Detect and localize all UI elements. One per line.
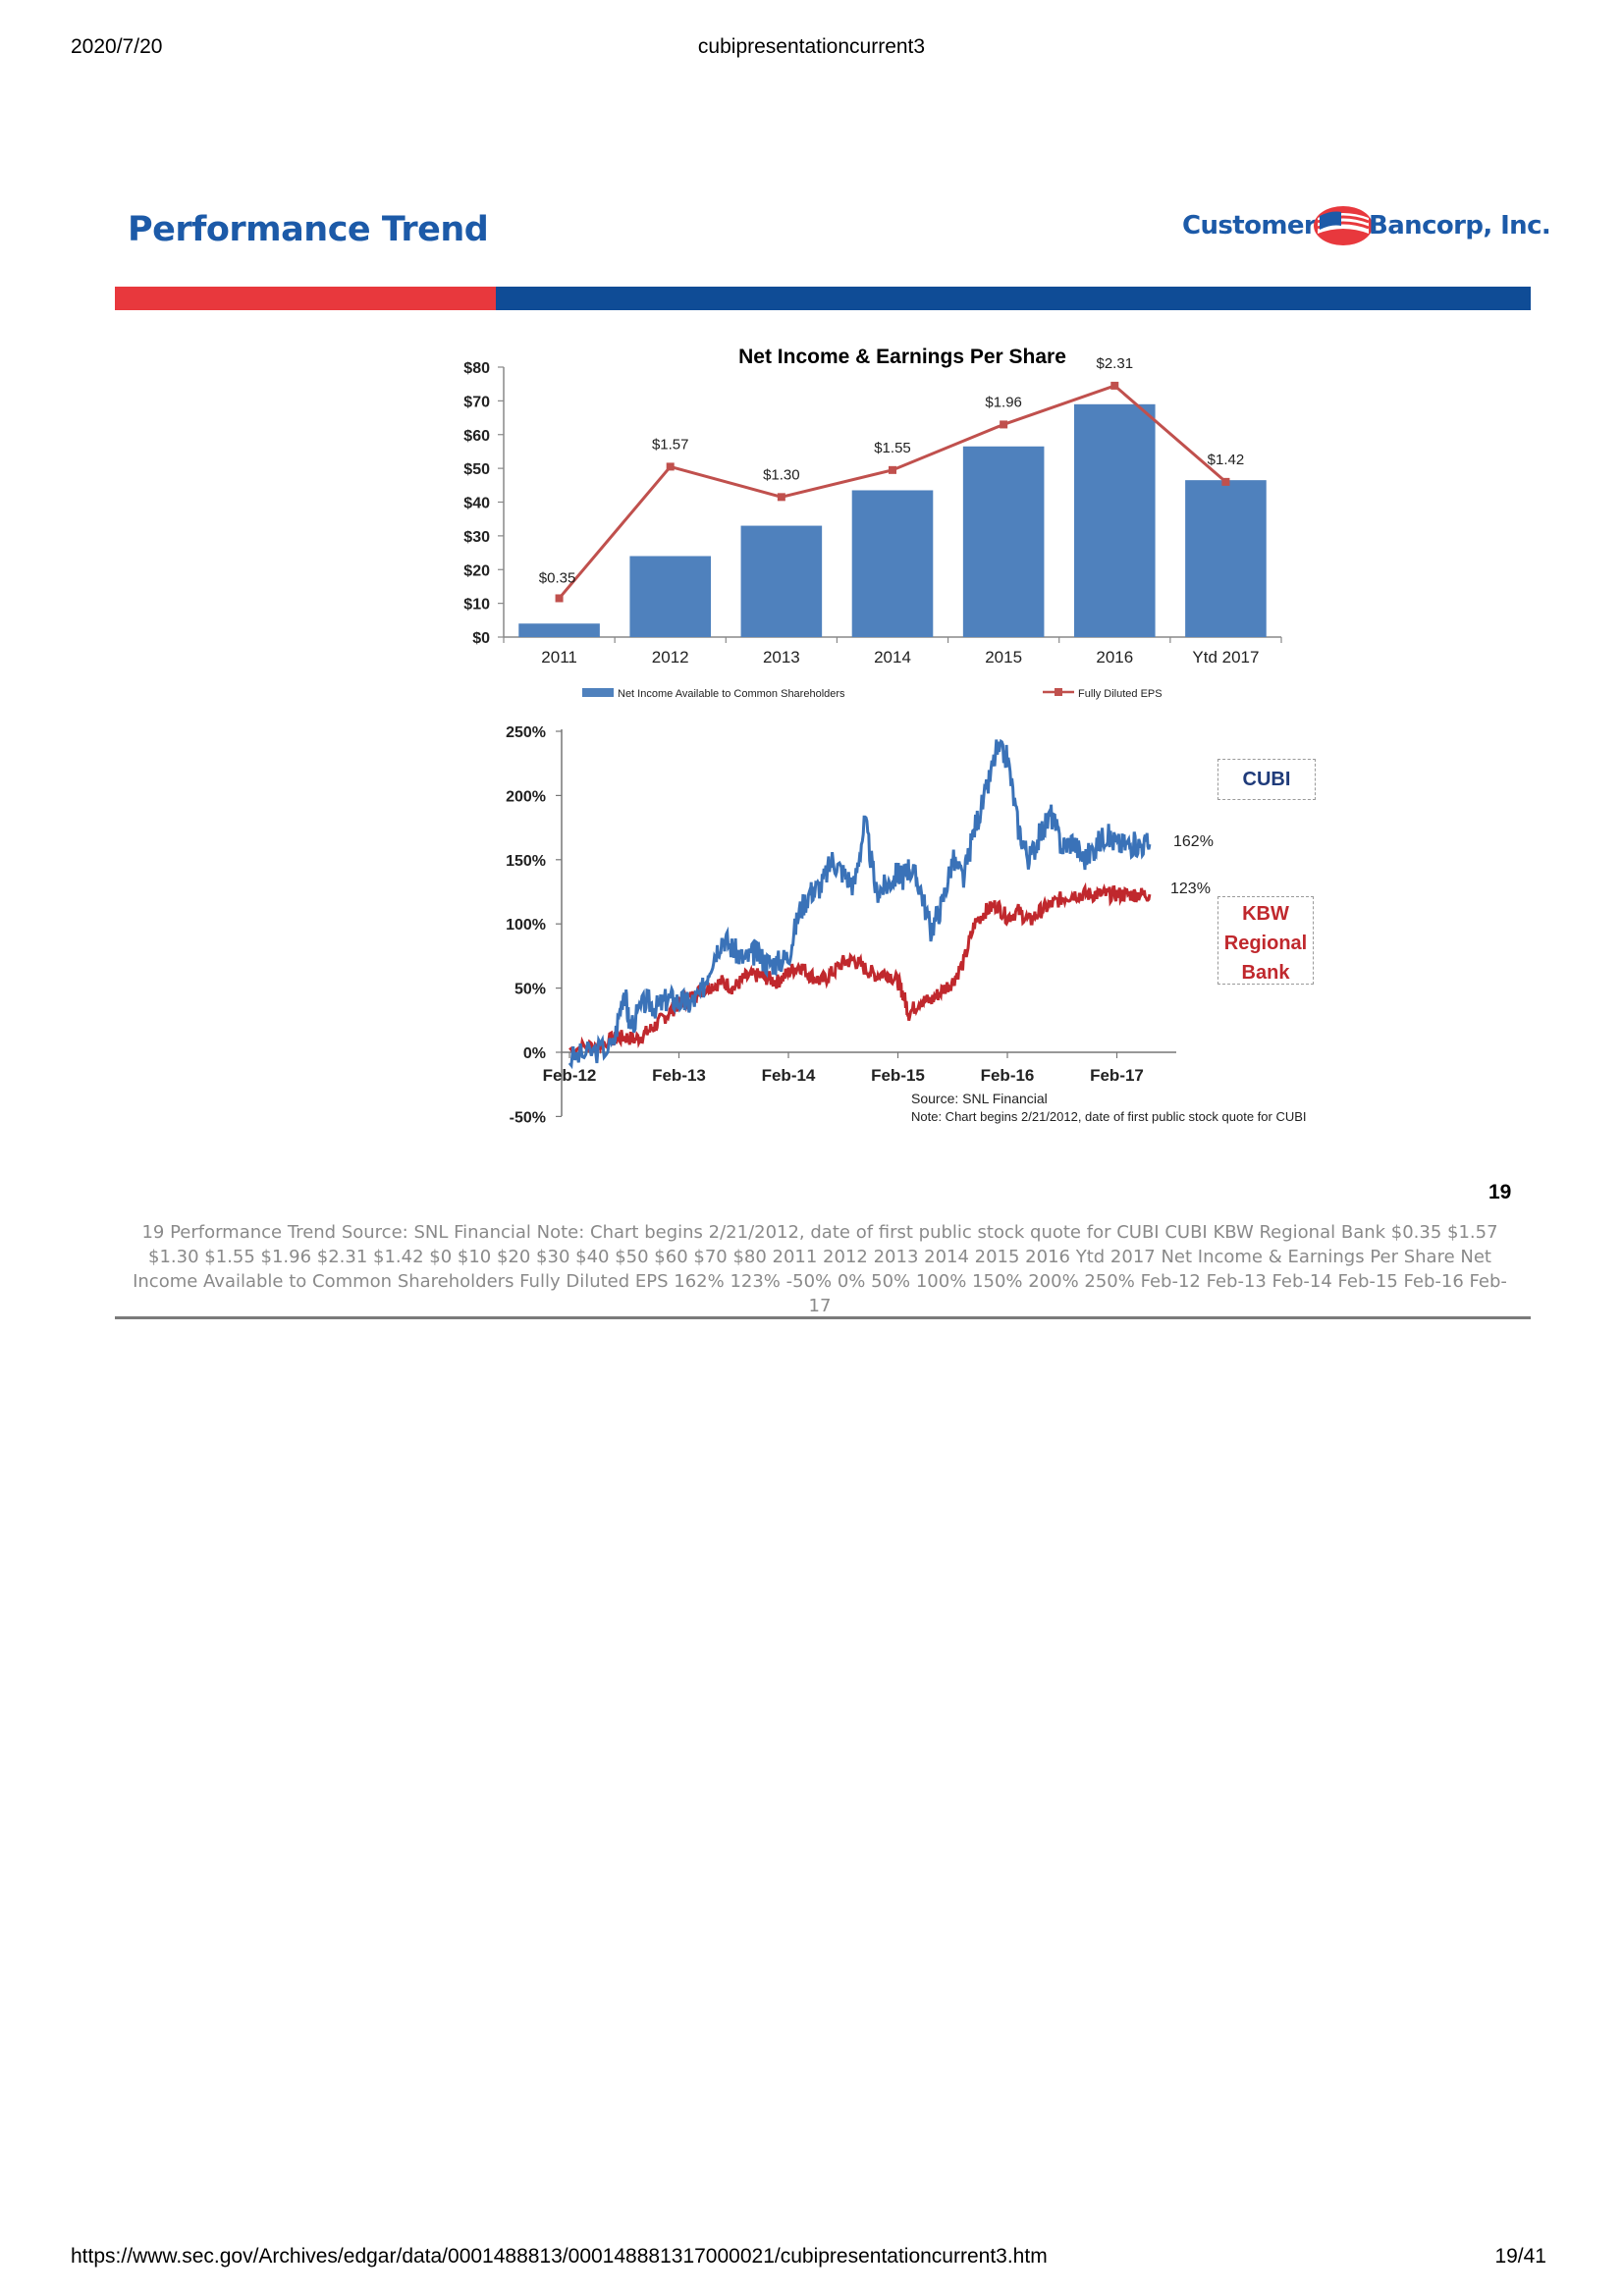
chart1-bar-net-income: [1185, 480, 1267, 637]
print-doc-title: cubipresentationcurrent3: [697, 35, 926, 58]
chart1-y-tick-label: $40: [463, 496, 490, 512]
chart1-eps-marker: [1000, 420, 1008, 429]
legend-kbw-line-1: KBW: [1242, 903, 1289, 925]
slide-page-number: 19: [1488, 1181, 1512, 1203]
chart1-title: Net Income & Earnings Per Share: [738, 346, 1066, 368]
print-header: 2020/7/20 cubipresentationcurrent3: [0, 35, 1623, 65]
chart1-y-tick-label: $20: [463, 562, 490, 579]
print-url: https://www.sec.gov/Archives/edgar/data/…: [71, 2245, 1048, 2268]
chart2-x-tick-label: Feb-17: [1090, 1066, 1144, 1085]
chart1-bar-net-income: [740, 525, 823, 637]
chart2-end-label-cubi: 162%: [1173, 833, 1214, 850]
chart2-y-tick-label: 150%: [506, 853, 546, 870]
chart1-x-tick-label: Ytd 2017: [1192, 648, 1259, 667]
chart2-x-tick-label: Feb-14: [762, 1066, 816, 1085]
logo-text-bancorp: Bancorp, Inc.: [1369, 211, 1551, 240]
print-date: 2020/7/20: [71, 35, 163, 58]
chart1-eps-data-label: $1.57: [652, 436, 689, 453]
divider-rule: [115, 1316, 1531, 1319]
chart1-y-tick-label: $0: [472, 630, 490, 647]
chart2-y-tick-label: 50%: [514, 982, 546, 998]
chart1-y-tick-label: $50: [463, 461, 490, 478]
chart2-y-tick-label: 200%: [506, 788, 546, 805]
chart2-source-note: Source: SNL Financial: [911, 1091, 1048, 1106]
text-caption: 19 Performance Trend Source: SNL Financi…: [133, 1222, 1507, 1316]
chart1-x-tick-label: 2015: [985, 648, 1022, 667]
chart1-eps-marker: [1110, 381, 1119, 390]
chart2-y-tick-label: 0%: [523, 1045, 546, 1062]
chart2-line-cubi: [568, 738, 1152, 1070]
chart1-legend-marker-eps: [1055, 688, 1062, 696]
chart1-legend-label-eps: Fully Diluted EPS: [1078, 688, 1163, 700]
chart1-x-tick-label: 2012: [652, 648, 689, 667]
chart1-y-tick-label: $10: [463, 597, 490, 614]
chart1-eps-marker: [889, 465, 896, 474]
flag-icon: [1314, 206, 1373, 245]
chart1-legend-swatch-net-income: [582, 688, 614, 697]
chart1-eps-marker: [777, 493, 785, 502]
chart1-eps-data-label: $2.31: [1097, 355, 1134, 372]
chart2-end-label-kbw: 123%: [1170, 881, 1211, 897]
legend-kbw-line-3: Bank: [1241, 962, 1290, 984]
legend-box-kbw: KBW Regional Bank: [1217, 896, 1314, 985]
print-page: 19/41: [1494, 2245, 1546, 2268]
chart1-bar-net-income: [962, 446, 1045, 637]
slide-title: Performance Trend: [128, 210, 489, 249]
chart1-eps-data-label: $0.35: [539, 569, 576, 586]
chart1-y-tick-label: $30: [463, 529, 490, 546]
chart1-eps-marker: [1221, 477, 1230, 486]
legend-kbw-line-2: Regional: [1223, 933, 1308, 954]
chart1-x-tick-label: 2014: [874, 648, 911, 667]
chart1-bar-net-income: [518, 623, 600, 637]
chart2-x-tick-label: Feb-16: [981, 1066, 1035, 1085]
print-footer: https://www.sec.gov/Archives/edgar/data/…: [0, 2245, 1623, 2274]
chart1-x-tick-label: 2016: [1096, 648, 1133, 667]
title-band-red: [115, 287, 496, 310]
chart1-eps-marker: [555, 594, 564, 603]
charts-canvas: Net Income & Earnings Per Share $0 $10 $20 $…: [463, 346, 1307, 1126]
chart1-bar-net-income: [629, 556, 712, 637]
chart1-y-tick-label: $80: [463, 360, 490, 377]
chart2-x-tick-label: Feb-12: [543, 1066, 597, 1085]
chart1-eps-data-label: $1.55: [874, 440, 911, 456]
chart1-legend-label-net-income: Net Income Available to Common Sharehold…: [618, 688, 845, 700]
chart2-line-kbw: [568, 881, 1152, 1059]
chart1-bar-net-income: [1073, 403, 1156, 637]
chart1-eps-data-label: $1.96: [985, 394, 1022, 410]
chart1-eps-data-label: $1.42: [1208, 452, 1245, 468]
chart2-x-tick-label: Feb-13: [652, 1066, 706, 1085]
chart1-x-tick-label: 2013: [763, 648, 800, 667]
chart2-y-tick-label: 100%: [506, 917, 546, 934]
logo-text-customers: Customers: [1182, 211, 1331, 240]
chart1-y-tick-label: $60: [463, 428, 490, 445]
chart1-x-tick-label: 2011: [541, 648, 577, 667]
chart1-y-tick-label: $70: [463, 394, 490, 410]
chart2-note: Note: Chart begins 2/21/2012, date of fi…: [911, 1109, 1307, 1124]
chart2-y-tick-label: -50%: [510, 1109, 546, 1126]
legend-box-cubi: CUBI: [1217, 759, 1316, 800]
chart1-eps-data-label: $1.30: [763, 466, 800, 483]
chart2-x-tick-label: Feb-15: [871, 1066, 925, 1085]
chart1-eps-marker: [666, 462, 675, 471]
chart1-bar-net-income: [851, 490, 934, 637]
title-band-blue: [496, 287, 1531, 310]
chart2-y-tick-label: 250%: [506, 724, 546, 741]
company-logo: Customers Bancorp, Inc.: [1174, 202, 1567, 251]
